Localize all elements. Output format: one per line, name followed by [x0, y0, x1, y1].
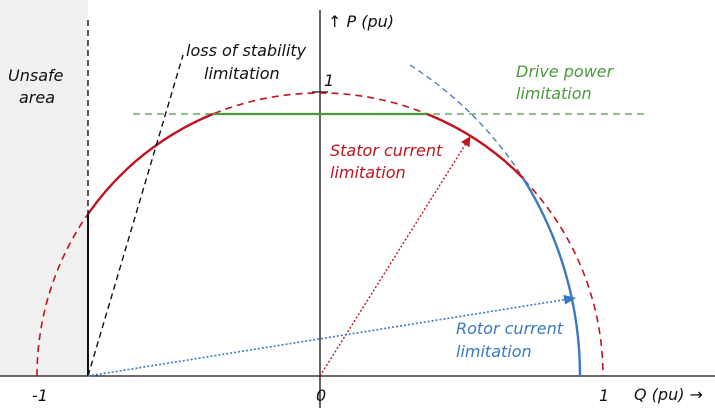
- p-axis-label: ↑ P (pu): [328, 12, 394, 31]
- q-tick: -1: [32, 386, 48, 405]
- rotor-circle: [409, 64, 524, 179]
- stator-limit: [426, 112, 524, 179]
- drive-label: limitation: [516, 84, 592, 103]
- q-tick: 0: [316, 386, 326, 405]
- stator-limit: [87, 112, 214, 215]
- q-tick: 1: [599, 386, 609, 405]
- unsafe-label: Unsafe: [8, 66, 64, 85]
- p-tick: 1: [324, 71, 334, 90]
- stability-label: loss of stability: [186, 41, 307, 60]
- stability-label: limitation: [204, 64, 280, 83]
- rotor-label: Rotor current: [456, 319, 564, 338]
- q-axis-label: Q (pu) →: [634, 385, 703, 404]
- unsafe-label: area: [19, 88, 55, 107]
- stator-label: Stator current: [330, 141, 443, 160]
- stator-circle: [36, 92, 604, 377]
- rotor-limit: [521, 177, 582, 377]
- unsafe-area: [0, 0, 88, 376]
- stator-vector: [319, 136, 471, 377]
- stability-diagonal: [87, 54, 184, 377]
- rotor-label: limitation: [456, 342, 532, 361]
- drive-label: Drive power: [516, 62, 615, 81]
- stator-label: limitation: [330, 163, 406, 182]
